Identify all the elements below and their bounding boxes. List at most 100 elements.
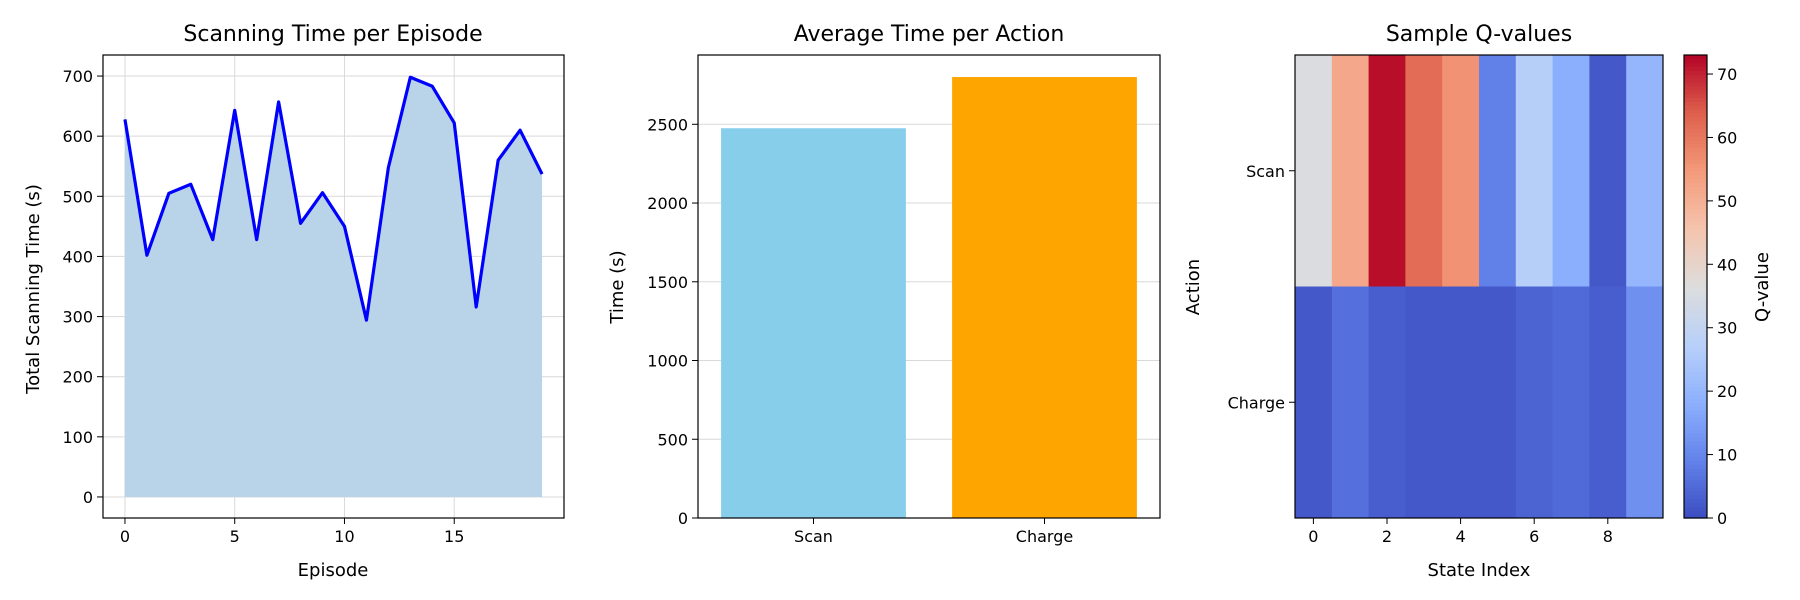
plot-frame <box>102 54 565 519</box>
colorbar-segment <box>1684 166 1707 172</box>
colorbar-segment <box>1684 487 1707 492</box>
colorbar-segment <box>1684 178 1707 183</box>
y-tick-label: 100 <box>62 428 93 447</box>
colorbar-segment <box>1684 305 1707 311</box>
colorbar-segment <box>1684 151 1707 156</box>
colorbar-segment <box>1684 328 1707 334</box>
area-fill <box>124 77 543 497</box>
colorbar-segment <box>1684 344 1707 349</box>
colorbar-segment <box>1684 209 1707 214</box>
colorbar-segment <box>1684 502 1707 508</box>
bar <box>952 77 1137 519</box>
colorbar-tick-label: 20 <box>1717 382 1737 401</box>
colorbar-segment <box>1684 440 1707 446</box>
y-axis-label: Time (s) <box>607 250 628 324</box>
colorbar-segment <box>1684 448 1707 454</box>
colorbar-segment <box>1684 205 1707 210</box>
colorbar-segment <box>1684 510 1707 515</box>
colorbar-segment <box>1684 109 1707 114</box>
chart-title: Average Time per Action <box>794 22 1065 47</box>
x-axis-label: Episode <box>298 560 369 581</box>
x-tick-label: 6 <box>1529 527 1539 546</box>
x-axis: Scan Charge <box>794 518 1073 546</box>
x-tick-label: 8 <box>1603 527 1613 546</box>
colorbar-axis: 0 10 20 30 40 50 60 70 <box>1707 65 1737 528</box>
colorbar-segment <box>1684 456 1707 461</box>
colorbar-tick-label: 0 <box>1717 509 1727 528</box>
colorbar-segment <box>1684 367 1707 372</box>
colorbar-segment <box>1684 325 1707 330</box>
colorbar-segment <box>1684 452 1707 457</box>
x-axis: 0 2 4 6 8 <box>1308 518 1613 546</box>
colorbar-segment <box>1684 409 1707 415</box>
q-values-heatmap: Sample Q-values State Index Action 0 2 4 6 8… <box>1183 22 1773 581</box>
colorbar-segment <box>1684 386 1707 392</box>
colorbar-segment <box>1684 359 1707 365</box>
series-area <box>124 77 543 497</box>
colorbar-segment <box>1684 267 1707 272</box>
heatmap-cell <box>1442 55 1480 287</box>
colorbar-segment <box>1684 128 1707 133</box>
y-tick-label: 2000 <box>647 194 688 213</box>
colorbar-segment <box>1684 278 1707 284</box>
heatmap-cell <box>1442 286 1480 519</box>
colorbar-segment <box>1684 105 1707 110</box>
x-tick-label: 2 <box>1382 527 1392 546</box>
y-tick-label: Charge <box>1228 393 1285 412</box>
colorbar-segment <box>1684 255 1707 261</box>
y-axis: Scan Charge <box>1228 162 1295 412</box>
colorbar-segment <box>1684 425 1707 430</box>
colorbar-segment <box>1684 155 1707 160</box>
colorbar-segment <box>1684 182 1707 187</box>
colorbar-segment <box>1684 240 1707 245</box>
colorbar-segment <box>1684 190 1707 195</box>
colorbar-segment <box>1684 139 1707 145</box>
heatmap-cell <box>1626 286 1664 519</box>
heatmap-cell <box>1552 286 1590 519</box>
colorbar-segment <box>1684 247 1707 253</box>
colorbar-segment <box>1684 340 1707 345</box>
y-tick-label: 0 <box>678 509 688 528</box>
x-tick-label: 0 <box>120 527 130 546</box>
colorbar-segment <box>1684 460 1707 465</box>
heatmap-cell <box>1331 286 1370 519</box>
chart-title: Sample Q-values <box>1386 22 1572 47</box>
colorbar-segment <box>1684 70 1707 75</box>
y-tick-label: 1000 <box>647 352 688 371</box>
colorbar-segment <box>1684 55 1707 60</box>
colorbar-segment <box>1684 286 1707 291</box>
colorbar-segment <box>1684 74 1707 79</box>
colorbar-segment <box>1684 475 1707 481</box>
colorbar-segment <box>1684 89 1707 95</box>
y-tick-label: 1500 <box>647 273 688 292</box>
colorbar-tick-label: 40 <box>1717 255 1737 274</box>
colorbar-segment <box>1684 406 1707 411</box>
colorbar-segment <box>1684 375 1707 380</box>
colorbar-tick-label: 30 <box>1717 319 1737 338</box>
colorbar-segment <box>1684 101 1707 106</box>
colorbar-segment <box>1684 85 1707 91</box>
colorbar-segment <box>1684 213 1707 218</box>
heatmap-cells <box>1295 55 1664 519</box>
colorbar-segment <box>1684 271 1707 276</box>
y-tick-label: 300 <box>62 308 93 327</box>
colorbar-segment <box>1684 236 1707 241</box>
x-axis-label: State Index <box>1428 560 1531 581</box>
colorbar-segment <box>1684 112 1707 118</box>
colorbar-segment <box>1684 463 1707 469</box>
y-tick-label: 600 <box>62 127 93 146</box>
colorbar-segment <box>1684 483 1707 488</box>
colorbar-segment <box>1684 321 1707 326</box>
y-axis-label: Total Scanning Time (s) <box>23 184 44 395</box>
colorbar-tick-label: 50 <box>1717 192 1737 211</box>
series-line <box>123 75 544 322</box>
y-axis: 0 100 200 300 400 500 600 700 <box>62 67 103 507</box>
colorbar-segment <box>1684 251 1707 257</box>
colorbar-segment <box>1684 93 1707 99</box>
colorbar-segment <box>1684 336 1707 342</box>
colorbar <box>1684 55 1707 519</box>
y-axis-label: Action <box>1183 259 1204 315</box>
colorbar-segment <box>1684 294 1707 299</box>
colorbar-segment <box>1684 290 1707 295</box>
